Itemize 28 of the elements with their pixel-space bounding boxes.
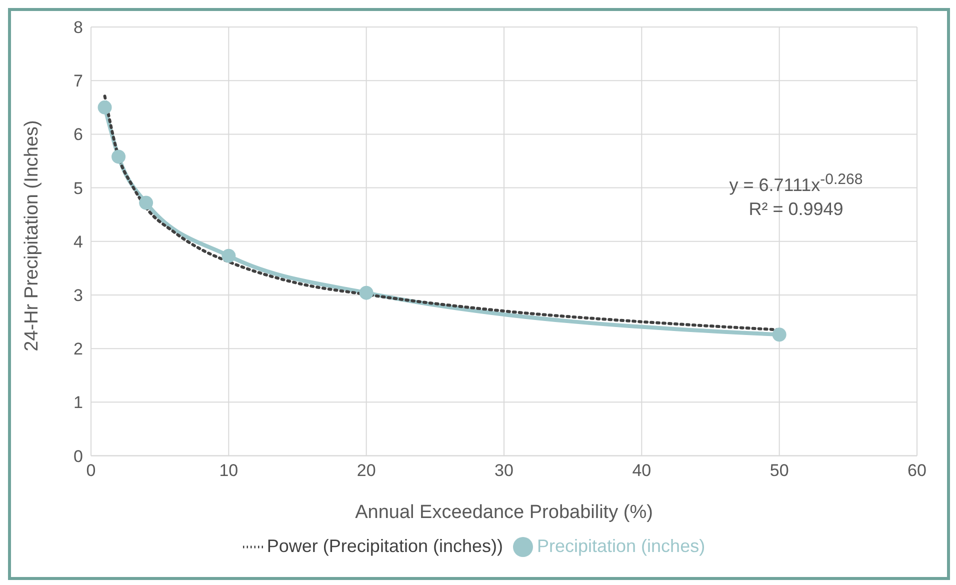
annotation: R² = 0.9949 xyxy=(748,199,844,220)
point xyxy=(772,328,786,342)
point xyxy=(139,196,154,210)
y-axis-title: 24-Hr Precipitation (Inches) xyxy=(22,120,43,352)
y-tick-label: 7 xyxy=(74,72,83,91)
point xyxy=(359,286,374,300)
y-tick-label: 1 xyxy=(74,393,83,412)
point xyxy=(98,100,112,114)
x-tick-label: 20 xyxy=(356,460,376,480)
legend-label: Precipitation (inches) xyxy=(537,536,706,556)
x-tick-label: 50 xyxy=(770,460,789,480)
x-tick-label: 30 xyxy=(494,460,514,480)
y-tick-label: 2 xyxy=(74,340,83,359)
point xyxy=(222,248,236,263)
y-tick-label: 8 xyxy=(74,18,83,38)
x-tick-label: 60 xyxy=(908,460,926,480)
y-tick-label: 5 xyxy=(74,178,83,198)
y-tick-label: 0 xyxy=(74,446,83,466)
point xyxy=(112,150,126,164)
y-tick-label: 3 xyxy=(74,286,83,306)
legend-label: Power (Precipitation (inches)) xyxy=(266,536,503,556)
x-tick-label: 0 xyxy=(86,460,96,480)
x-tick-label: 40 xyxy=(632,460,652,480)
x-tick-label: 10 xyxy=(219,460,238,480)
annotation: y = 6.7111x$^{-0.268}$ xyxy=(728,171,864,196)
x-axis-title: Annual Exceedance Probability (%) xyxy=(355,502,653,523)
y-tick-label: 6 xyxy=(74,125,83,144)
y-tick-label: 4 xyxy=(74,232,83,252)
